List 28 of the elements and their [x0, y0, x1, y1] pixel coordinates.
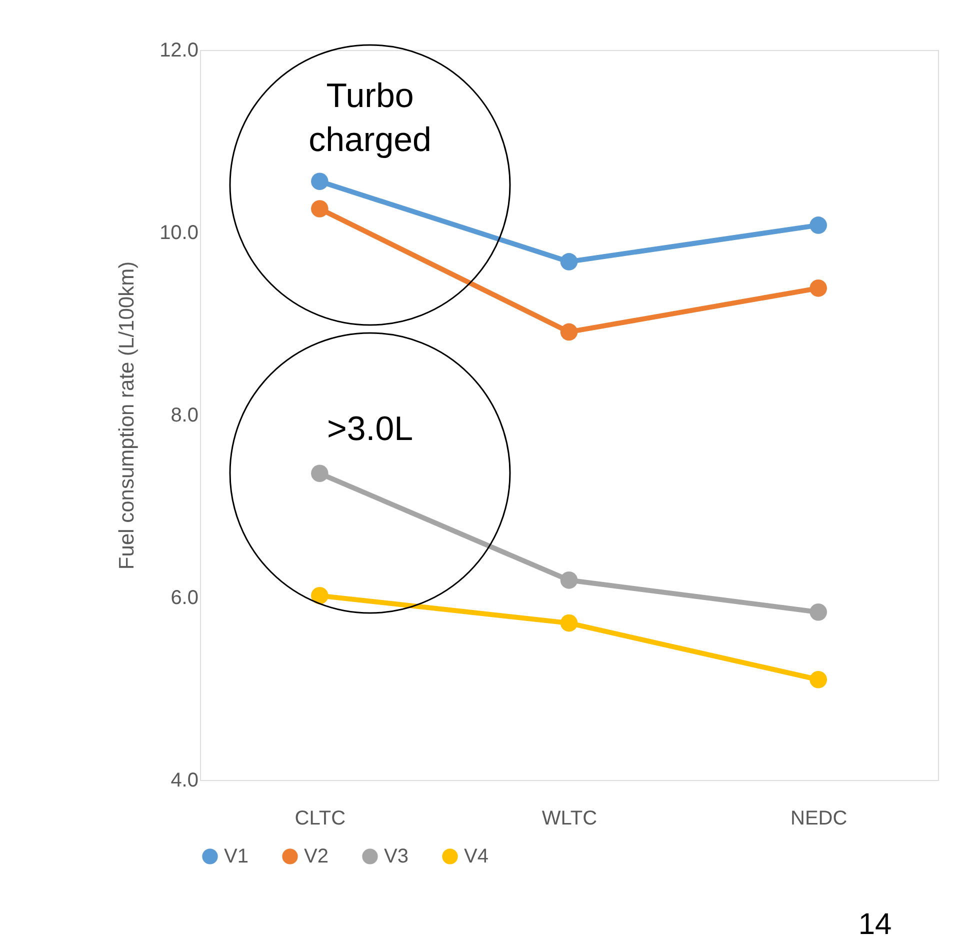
legend-label: V4	[464, 845, 488, 868]
x-tick-label: CLTC	[294, 808, 346, 830]
point	[810, 216, 827, 234]
point	[560, 323, 578, 341]
x-tick-label: WLTC	[542, 808, 598, 830]
point	[311, 200, 328, 218]
y-tick-label: 6.0	[170, 587, 198, 609]
legend-label: V3	[384, 845, 408, 868]
point	[810, 603, 827, 621]
point	[311, 587, 328, 604]
point	[311, 172, 328, 190]
y-axis-title: Fuel consumption rate (L/100km)	[116, 261, 139, 570]
y-tick-label: 4.0	[170, 770, 198, 792]
x-tick-label: NEDC	[790, 808, 848, 830]
point	[560, 572, 578, 589]
annotation: Turbo charged	[308, 77, 432, 159]
point	[560, 253, 578, 270]
legend-label: V1	[224, 845, 248, 868]
point	[810, 280, 827, 297]
y-tick-label: 10.0	[160, 222, 198, 244]
point	[311, 464, 328, 482]
y-tick-label: 12.0	[160, 40, 198, 62]
point	[810, 670, 827, 688]
y-tick-label: 8.0	[170, 404, 198, 426]
text: 14	[858, 908, 892, 941]
point	[560, 614, 578, 632]
legend-label: V2	[304, 845, 328, 868]
annotation: >3.0L	[326, 410, 414, 448]
